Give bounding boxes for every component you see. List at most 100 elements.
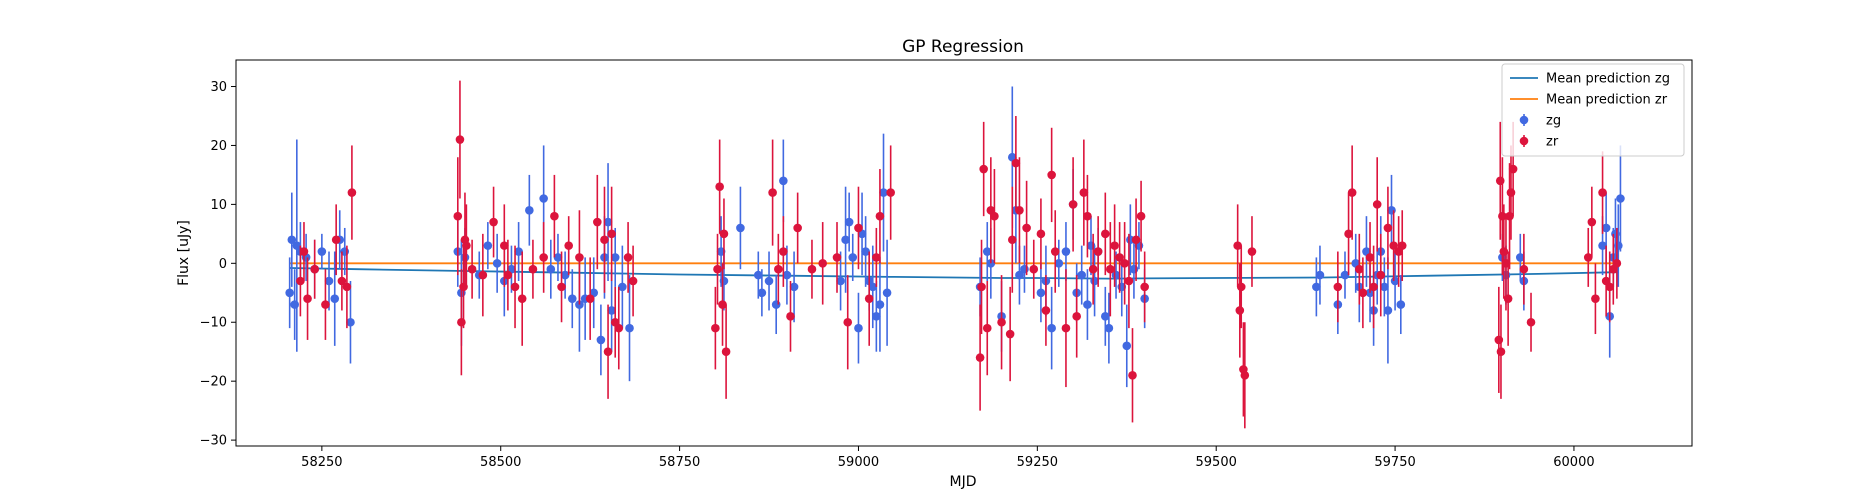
data-point-zr xyxy=(489,217,498,227)
data-point-zr xyxy=(1022,223,1031,233)
data-point-zg xyxy=(610,253,620,262)
data-point-zg xyxy=(596,335,606,345)
data-point-zg xyxy=(736,223,745,233)
data-point-zg xyxy=(1601,223,1611,233)
y-tick-label: 10 xyxy=(210,198,227,213)
data-point-zr xyxy=(843,317,853,327)
x-tick-label: 58250 xyxy=(301,455,342,470)
data-point-zr xyxy=(711,323,720,333)
data-point-zr xyxy=(977,282,986,292)
data-point-zr xyxy=(550,211,559,221)
data-point-zr xyxy=(539,253,548,262)
data-point-zg xyxy=(1315,270,1325,280)
x-tick-label: 58750 xyxy=(659,455,700,470)
data-point-zg xyxy=(287,235,297,245)
data-point-zr xyxy=(1061,323,1071,333)
data-point-zr xyxy=(1495,176,1505,186)
data-point-zr xyxy=(1498,211,1507,221)
data-point-zg xyxy=(1020,264,1029,274)
data-point-zg xyxy=(875,300,885,309)
data-point-zr xyxy=(1389,241,1398,250)
data-point-zr xyxy=(600,235,609,245)
data-point-zg xyxy=(879,188,888,197)
legend-box xyxy=(1501,63,1685,157)
data-point-zg xyxy=(1047,323,1056,333)
data-point-zg xyxy=(861,247,870,256)
data-point-zr xyxy=(786,312,795,321)
data-point-zg xyxy=(1061,247,1071,256)
data-point-zr xyxy=(875,211,885,221)
data-point-zr xyxy=(1365,253,1375,262)
data-point-zr xyxy=(1029,264,1039,274)
data-point-zr xyxy=(503,270,513,280)
data-point-zg xyxy=(539,194,548,203)
data-point-zr xyxy=(1106,264,1115,274)
data-point-zg xyxy=(982,247,992,256)
y-axis-label: Flux [uJy] xyxy=(176,220,192,286)
data-point-zr xyxy=(1369,282,1378,292)
plot-area: 58250 58500 58750 59000 59250 59500 59750 60000… xyxy=(200,59,1693,470)
data-point-zg xyxy=(1122,341,1132,351)
data-point-zr xyxy=(517,294,527,303)
axes-frame xyxy=(235,59,1693,447)
data-point-zr xyxy=(1347,188,1357,197)
data-point-zr xyxy=(331,235,341,245)
data-point-zr xyxy=(462,241,471,250)
x-tick-label: 60000 xyxy=(1553,455,1594,470)
x-tick-label: 59750 xyxy=(1374,455,1415,470)
data-point-zr xyxy=(982,323,992,333)
data-point-zg xyxy=(1616,194,1625,203)
y-tick-label: 0 xyxy=(219,257,227,272)
data-point-zr xyxy=(1344,229,1353,239)
data-point-zr xyxy=(1496,347,1506,357)
data-point-zg xyxy=(1312,282,1321,292)
legend: Mean prediction zg Mean prediction zr zg zr xyxy=(1501,63,1685,157)
data-point-zr xyxy=(623,253,633,262)
data-point-zr xyxy=(459,282,468,292)
data-point-zg xyxy=(841,235,850,245)
data-point-zr xyxy=(793,223,802,233)
data-point-zg xyxy=(1515,253,1525,262)
data-point-zr xyxy=(1383,223,1393,233)
data-point-zr xyxy=(832,253,842,262)
data-point-zr xyxy=(1501,259,1511,268)
data-point-zg xyxy=(525,205,534,215)
data-point-zr xyxy=(1605,282,1615,292)
data-point-zr xyxy=(1131,235,1141,245)
data-point-zr xyxy=(715,182,724,192)
data-point-zr xyxy=(1236,282,1246,292)
data-point-zg xyxy=(1340,270,1350,280)
data-point-zg xyxy=(546,264,556,274)
data-point-zr xyxy=(564,241,573,250)
data-point-zg xyxy=(1611,229,1620,239)
legend-swatch-marker xyxy=(1519,115,1529,125)
data-point-zg xyxy=(844,217,854,227)
data-point-zr xyxy=(1120,259,1129,268)
data-point-zr xyxy=(607,229,616,239)
data-point-zr xyxy=(1235,306,1245,315)
data-point-zr xyxy=(1499,247,1509,256)
data-point-zg xyxy=(1598,241,1607,250)
data-point-zr xyxy=(1072,312,1081,321)
data-point-zg xyxy=(854,323,863,333)
data-point-zr xyxy=(768,188,777,197)
x-tick-label: 58500 xyxy=(480,455,521,470)
data-point-zr xyxy=(614,323,624,333)
data-point-zr xyxy=(1128,370,1137,380)
data-point-zr xyxy=(1508,164,1518,174)
data-point-zg xyxy=(492,259,502,268)
data-point-zr xyxy=(457,317,466,327)
data-point-zr xyxy=(1047,170,1056,180)
data-layer xyxy=(285,80,1625,429)
data-point-zr xyxy=(1358,288,1368,298)
data-point-zg xyxy=(1383,306,1393,315)
data-point-zr xyxy=(1583,253,1593,262)
data-point-zr xyxy=(997,317,1006,327)
legend-label: zg xyxy=(1546,114,1561,129)
x-axis-label: MJD xyxy=(950,474,977,490)
data-point-zr xyxy=(721,347,731,357)
data-point-zr xyxy=(1612,259,1622,268)
data-point-zg xyxy=(285,288,294,298)
data-point-zg xyxy=(1396,300,1406,309)
